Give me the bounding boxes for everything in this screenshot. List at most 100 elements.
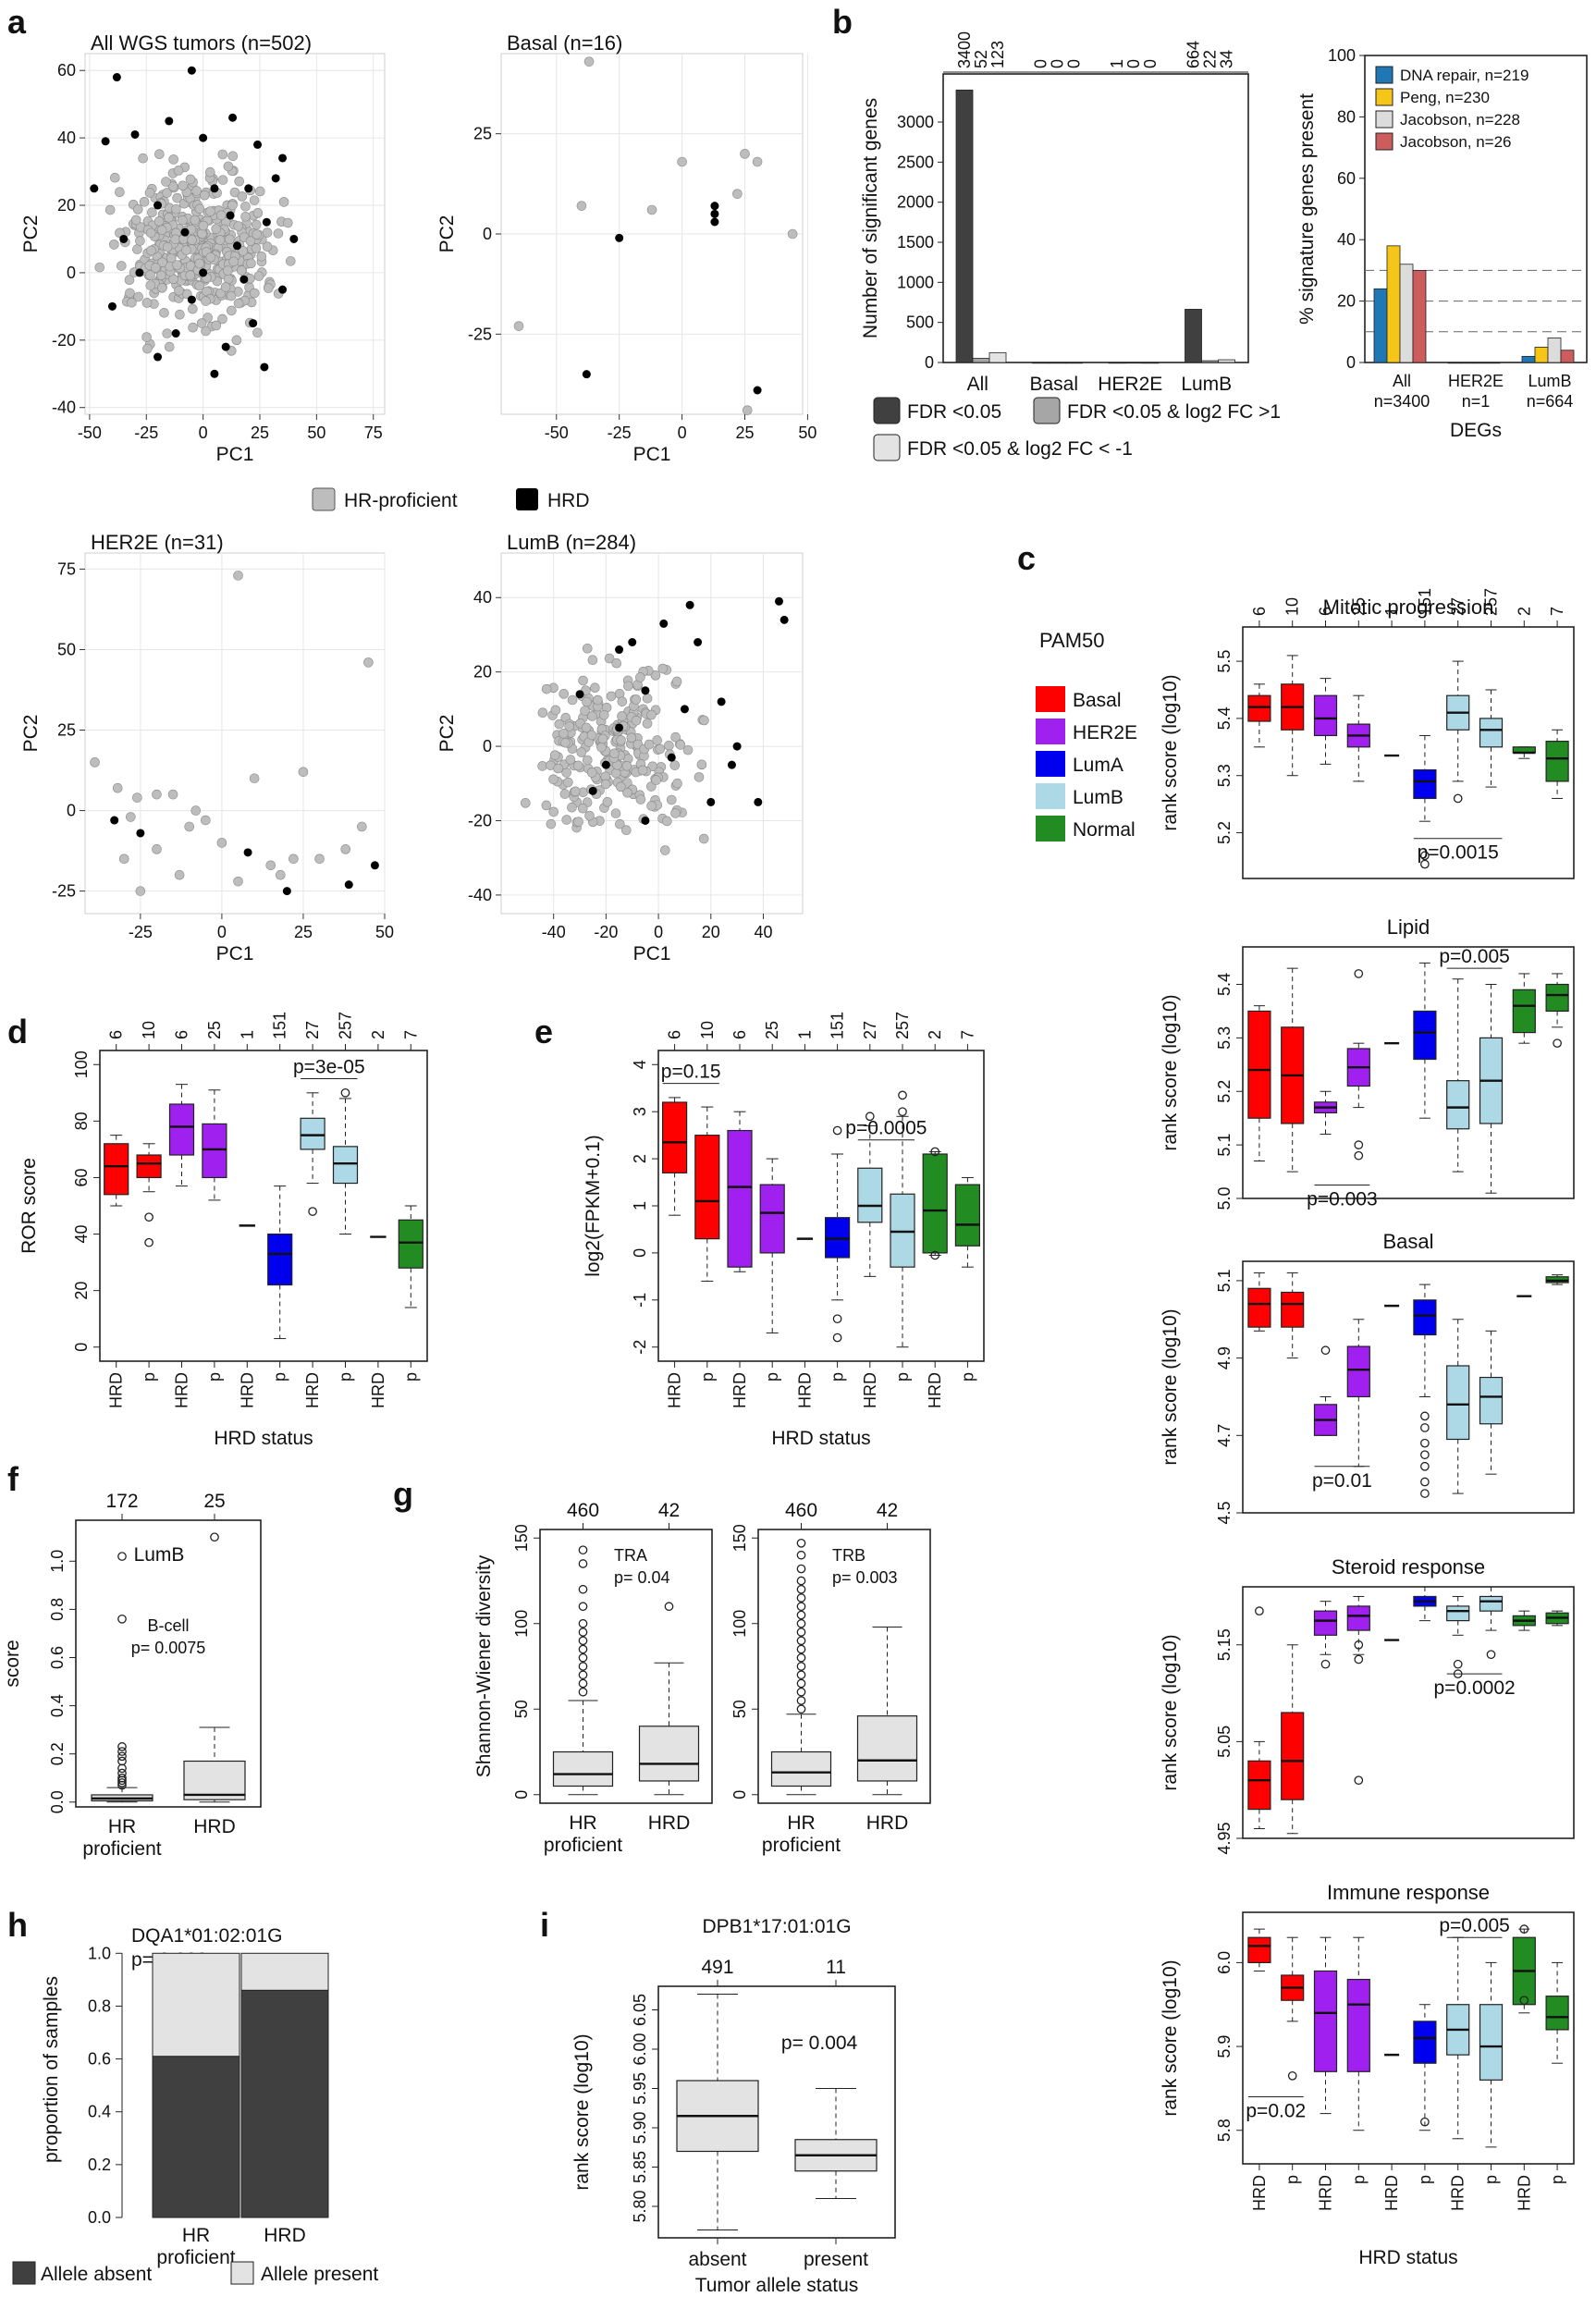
point-hrp [740, 149, 750, 159]
outlier-point [1519, 1924, 1529, 1934]
point-hrp [172, 260, 182, 270]
x-tick-label: 50 [307, 424, 325, 442]
point-hrd [694, 637, 703, 646]
x-tick-label: All [967, 374, 988, 395]
x-tick-label: p [958, 1372, 976, 1382]
outlier-point [930, 1147, 940, 1157]
point-hrd [732, 742, 742, 751]
bar-chart-significant-genes: 340052123All000Basal100HER2E6642234LumB0… [860, 31, 1281, 461]
point-hrp [138, 153, 148, 164]
y-tick-label: 60 [72, 1168, 91, 1186]
bar-allele-present [240, 1952, 329, 1991]
point-hrp [621, 825, 632, 835]
x-tick-label: 0 [678, 424, 687, 442]
point-hrp [611, 657, 622, 669]
x-sublabel: n=3400 [1374, 392, 1430, 411]
point-hrp [171, 203, 181, 215]
point-hrp [282, 217, 293, 228]
bar-her2e [1141, 362, 1160, 364]
point-hrp [567, 802, 577, 813]
point-hrp [677, 156, 687, 167]
x-tick-label: 0 [654, 923, 663, 941]
legend-label: LumA [1073, 755, 1123, 776]
point-hrd [754, 797, 763, 806]
box-body [104, 1143, 129, 1196]
outlier-point [578, 1670, 588, 1680]
group-count-label: 2 [1515, 607, 1533, 616]
legend-label: LumB [1073, 787, 1123, 808]
point-hrp [116, 261, 127, 271]
panel-label-g: g [393, 1475, 413, 1513]
point-hrp [252, 229, 262, 240]
point-hrp [617, 711, 627, 721]
bar-count-label: 1 [1108, 59, 1126, 68]
point-hrp [298, 767, 309, 778]
group-count-label: 1 [795, 1030, 814, 1039]
outlier-point [796, 1593, 806, 1603]
point-hrp [187, 235, 197, 245]
outlier-point [1354, 1775, 1364, 1786]
point-hrp [216, 838, 227, 848]
point-hrd [780, 615, 789, 624]
point-hrp [252, 208, 264, 218]
bar-count-label: 52 [972, 50, 990, 68]
outlier-point [578, 1678, 588, 1689]
box-body [1446, 1080, 1470, 1130]
group-count-label: 257 [337, 1012, 355, 1039]
point-hrp [109, 240, 119, 250]
y-tick-label: 60 [1337, 169, 1356, 188]
y-tick-label: 150 [730, 1524, 749, 1552]
outlier-point [796, 1696, 806, 1705]
group-count-label: 27 [1449, 597, 1467, 616]
y-axis-label: rank score (log10) [1160, 994, 1181, 1150]
point-hrp [194, 280, 205, 291]
y-tick-label: 0 [512, 1790, 531, 1800]
point-hrp [150, 263, 161, 273]
point-hrd [710, 202, 719, 211]
box-body [1281, 1712, 1305, 1800]
y-tick-label: 5.85 [631, 2151, 649, 2183]
x-tick-label: p [698, 1372, 717, 1382]
bar-chart-signature-genes: All n=3400 HER2E n=1 LumB n=664 0 20 40 60 80 100 DE… [1296, 46, 1588, 441]
group-count-label: 25 [763, 1021, 781, 1039]
y-tick-label: 5.15 [1215, 1628, 1234, 1661]
x-axis-label: PC1 [633, 444, 671, 465]
outlier-point [832, 1333, 842, 1343]
bar-allele-present [152, 1952, 240, 2057]
x-tick-label: p [401, 1372, 420, 1382]
group-count-label: 2 [369, 1030, 387, 1039]
point-hrp [582, 696, 592, 707]
point-hrd [199, 133, 208, 142]
outlier-point [1420, 1489, 1430, 1498]
point-hrp [670, 808, 681, 818]
point-hrp [198, 220, 209, 231]
boxplot-basal: Basal 4.5 4.7 4.9 5.1 p=0.01 rank score (log10… [1160, 1230, 1575, 1525]
point-hrp [240, 201, 251, 212]
point-hrp [226, 290, 237, 301]
point-hrp [211, 320, 222, 331]
x-tick-label: proficient [156, 2247, 235, 2268]
point-hrp [135, 236, 145, 246]
legend-swatch [1375, 132, 1393, 151]
group-count-label: 27 [861, 1021, 879, 1039]
x-axis-label: DEGs [1450, 420, 1502, 441]
y-tick-label: 0 [72, 1343, 91, 1352]
point-hrp [278, 197, 289, 207]
point-hrp [616, 781, 626, 792]
point-hrp [357, 821, 367, 832]
box-body [1479, 2004, 1504, 2081]
point-hrp [217, 313, 227, 325]
x-tick-label: p [1482, 2175, 1501, 2184]
x-axis-label: PC1 [216, 943, 254, 964]
outlier-point [1354, 1140, 1364, 1149]
y-tick-label: -25 [52, 882, 76, 901]
y-axis-label: Shannon-Wiener diversity [473, 1554, 495, 1777]
x-tick-label: HRD [264, 2225, 306, 2246]
legend-label: HER2E [1073, 722, 1137, 743]
y-tick-label: 3 [631, 1107, 649, 1116]
box-body [1479, 1595, 1504, 1612]
point-hrd [221, 342, 230, 351]
point-hrd [110, 816, 119, 825]
point-hrp [132, 244, 142, 254]
bar-her2e [1486, 362, 1501, 364]
